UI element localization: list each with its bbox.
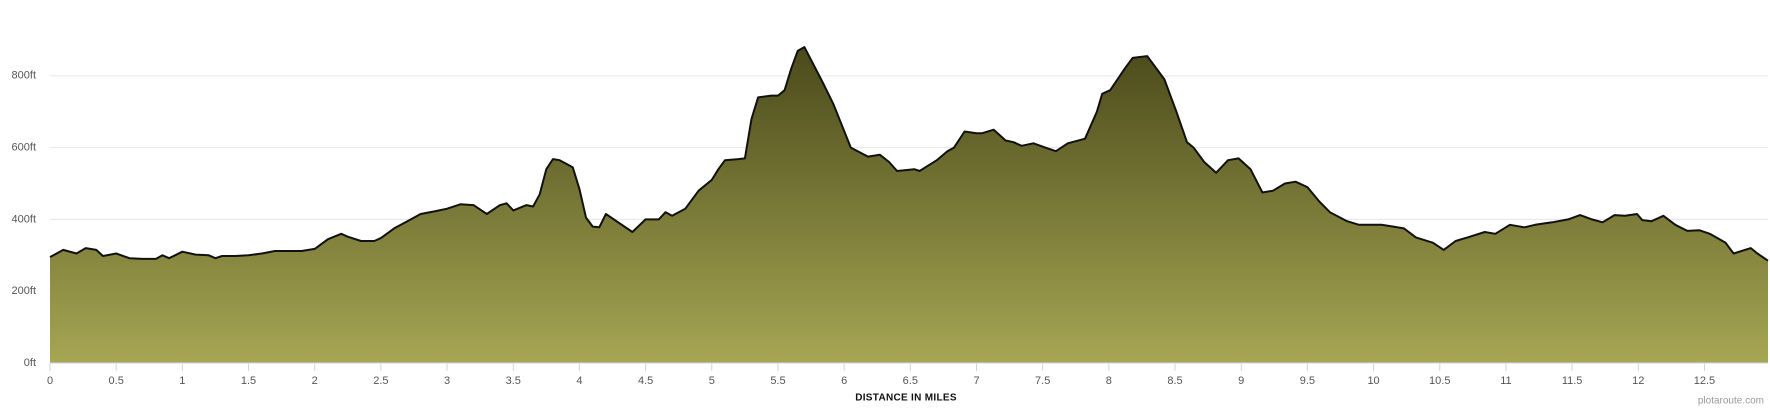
x-tick-label: 9 — [1238, 375, 1244, 387]
x-tick-label: 6.5 — [903, 375, 918, 387]
x-tick-label: 10 — [1367, 375, 1379, 387]
x-tick-label: 6 — [841, 375, 847, 387]
x-tick-label: 9.5 — [1300, 375, 1315, 387]
x-tick-label: 7 — [973, 375, 979, 387]
x-tick-label: 10.5 — [1429, 375, 1450, 387]
x-tick-label: 1 — [179, 375, 185, 387]
y-tick-label: 600ft — [12, 142, 36, 154]
y-tick-label: 400ft — [12, 213, 36, 225]
elevation-line — [49, 46, 1769, 262]
x-tick-label: 3.5 — [506, 375, 521, 387]
x-tick-label: 11.5 — [1562, 375, 1583, 387]
x-tick-label: 4.5 — [638, 375, 653, 387]
x-tick-label: 8.5 — [1167, 375, 1182, 387]
x-tick-label: 1.5 — [241, 375, 256, 387]
credit[interactable]: plotaroute.com — [1698, 396, 1764, 407]
x-tick-label: 0.5 — [109, 375, 124, 387]
x-tick-label: 2 — [312, 375, 318, 387]
y-tick-label: 800ft — [12, 70, 36, 82]
x-tick-label: 8 — [1106, 375, 1112, 387]
x-tick-label: 11 — [1500, 375, 1511, 387]
y-tick-label: 0ft — [24, 357, 36, 369]
x-tick-label: 0 — [47, 375, 53, 387]
x-tick-label: 7.5 — [1035, 375, 1050, 387]
x-tick-label: 2.5 — [373, 375, 388, 387]
x-tick-label: 12 — [1632, 375, 1644, 387]
area-fill — [50, 47, 1768, 363]
x-tick-label: 4 — [576, 375, 582, 387]
x-tick-label: 12.5 — [1694, 375, 1715, 387]
x-tick-label: 5.5 — [770, 375, 785, 387]
x-tick-label: 5 — [709, 375, 715, 387]
x-tick-label: 3 — [444, 375, 450, 387]
x-axis-title: DISTANCE IN MILES — [855, 393, 957, 404]
y-tick-label: 200ft — [12, 285, 36, 297]
